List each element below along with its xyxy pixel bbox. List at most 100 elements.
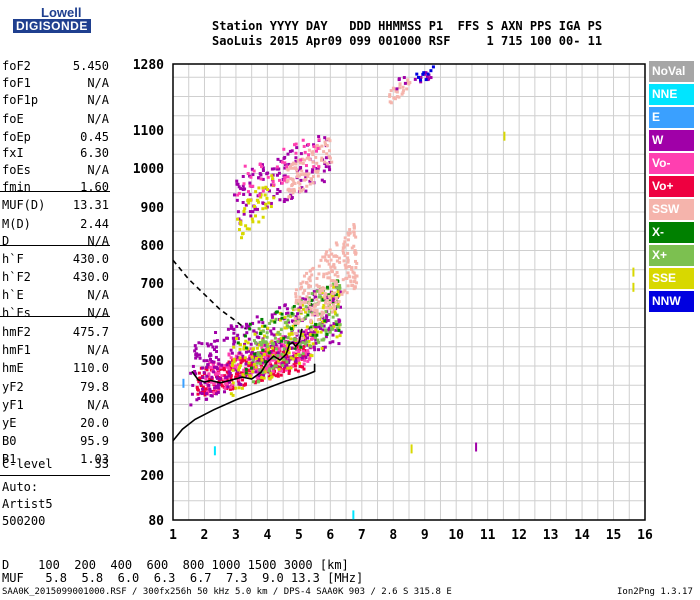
echo-point [332, 322, 336, 326]
param-separator [0, 316, 110, 317]
echo-point [293, 321, 297, 325]
echo-point [212, 360, 216, 364]
echo-point [229, 376, 233, 380]
y-tick-label: 1000 [133, 162, 164, 177]
isolated-echo [182, 378, 185, 388]
echo-point [237, 185, 241, 189]
legend-item: W [649, 130, 694, 151]
param-key: M(D) [2, 217, 31, 231]
echo-point [276, 157, 280, 161]
echo-point [295, 175, 299, 179]
echo-point [288, 149, 292, 153]
echo-point [299, 310, 303, 314]
echo-point [327, 262, 331, 266]
echo-point [317, 135, 321, 139]
echo-point [324, 292, 328, 296]
echo-point [327, 149, 331, 153]
echo-point [290, 162, 294, 166]
echo-point [315, 311, 319, 315]
echo-point [333, 283, 337, 287]
echo-point [388, 93, 392, 97]
echo-point [251, 321, 255, 325]
echo-point [213, 365, 217, 369]
echo-point [248, 327, 252, 331]
echo-point [287, 358, 291, 362]
echo-point [249, 342, 253, 346]
echo-point [331, 315, 335, 319]
echo-point [281, 370, 285, 374]
echo-point [274, 343, 278, 347]
echo-point [276, 167, 280, 171]
echo-point [230, 383, 234, 387]
echo-point [280, 312, 284, 316]
echo-point [327, 254, 331, 258]
echo-point [304, 305, 308, 309]
echo-point [397, 95, 401, 99]
echo-point [322, 306, 326, 310]
echo-point [350, 267, 354, 271]
echo-point [283, 326, 287, 330]
param-separator [0, 191, 110, 192]
echo-point [294, 323, 298, 327]
echo-point [306, 313, 310, 317]
echo-point [305, 340, 309, 344]
legend-item: X+ [649, 245, 694, 266]
echo-point [214, 384, 218, 388]
y-tick-label: 1100 [133, 124, 164, 139]
echo-point [305, 184, 309, 188]
echo-point [305, 172, 309, 176]
echo-point [324, 335, 328, 339]
echo-point [220, 384, 224, 388]
echo-point [309, 320, 313, 324]
echo-point [280, 339, 284, 343]
echo-point [264, 367, 268, 371]
echo-point [243, 207, 247, 211]
echo-point [238, 351, 242, 355]
echo-point [247, 364, 251, 368]
echo-point [204, 387, 208, 391]
echo-point [431, 65, 435, 69]
echo-point [320, 310, 324, 314]
echo-point [316, 174, 320, 178]
echo-point [214, 345, 218, 349]
echo-point [298, 287, 302, 291]
echo-point [322, 150, 326, 154]
echo-point [284, 326, 288, 330]
echo-point [223, 390, 227, 394]
echo-point [314, 322, 318, 326]
echo-point [338, 260, 342, 264]
header-line-2: SaoLuis 2015 Apr09 099 001000 RSF 1 715 … [212, 34, 603, 48]
echo-point [286, 343, 290, 347]
echo-point [310, 313, 314, 317]
echo-point [329, 324, 333, 328]
echo-point [237, 386, 241, 390]
echo-point [301, 303, 305, 307]
echo-point [279, 342, 283, 346]
echo-point [189, 371, 193, 375]
echo-point [247, 337, 251, 341]
echo-point [314, 328, 318, 332]
echo-point [313, 294, 317, 298]
echo-point [267, 201, 271, 205]
echo-point [289, 166, 293, 170]
echo-point [352, 287, 356, 291]
echo-point [270, 313, 274, 317]
echo-point [388, 94, 392, 98]
echo-point [336, 274, 340, 278]
echo-point [291, 166, 295, 170]
echo-point [321, 255, 325, 259]
echo-point [279, 373, 283, 377]
echo-point [258, 332, 262, 336]
echo-point [307, 291, 311, 295]
echo-point [209, 394, 213, 398]
echo-point [264, 347, 268, 351]
echo-point [250, 217, 254, 221]
echo-point [311, 181, 315, 185]
echo-point [305, 325, 309, 329]
echo-point [305, 331, 309, 335]
echo-point [251, 358, 255, 362]
echo-point [242, 344, 246, 348]
echo-point [337, 328, 341, 332]
echo-point [327, 155, 331, 159]
echo-point [326, 302, 330, 306]
